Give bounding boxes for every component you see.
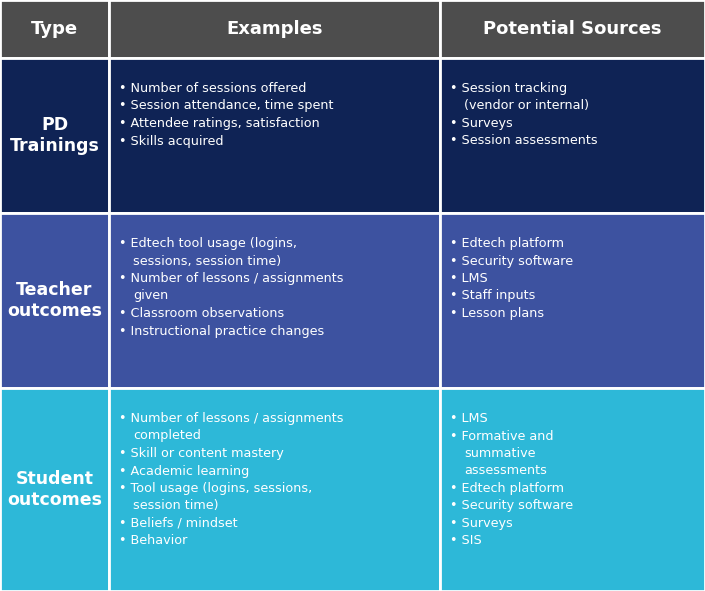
Text: • Classroom observations: • Classroom observations: [119, 307, 284, 320]
Text: • Session attendance, time spent: • Session attendance, time spent: [119, 99, 333, 112]
Text: • Security software: • Security software: [450, 499, 573, 512]
Text: • Instructional practice changes: • Instructional practice changes: [119, 324, 324, 337]
Bar: [0, 213, 109, 388]
Bar: [0, 0, 109, 58]
Bar: [440, 388, 705, 591]
Text: Student
outcomes: Student outcomes: [7, 470, 102, 509]
Text: • Formative and: • Formative and: [450, 430, 553, 443]
Text: completed: completed: [133, 430, 201, 443]
Bar: [0, 58, 109, 213]
Bar: [109, 388, 440, 591]
Text: session time): session time): [133, 499, 219, 512]
Bar: [109, 213, 440, 388]
Text: • Security software: • Security software: [450, 255, 573, 268]
Text: • Attendee ratings, satisfaction: • Attendee ratings, satisfaction: [119, 117, 320, 130]
Text: Potential Sources: Potential Sources: [483, 20, 662, 38]
Text: • Number of lessons / assignments: • Number of lessons / assignments: [119, 272, 343, 285]
Text: • Session assessments: • Session assessments: [450, 135, 598, 148]
Text: (vendor or internal): (vendor or internal): [464, 99, 589, 112]
Text: • Beliefs / mindset: • Beliefs / mindset: [119, 517, 238, 530]
Text: assessments: assessments: [464, 465, 547, 478]
Bar: [109, 58, 440, 213]
Text: • Skills acquired: • Skills acquired: [119, 135, 223, 148]
Text: sessions, session time): sessions, session time): [133, 255, 281, 268]
Text: • SIS: • SIS: [450, 534, 482, 547]
Bar: [109, 0, 440, 58]
Text: • Staff inputs: • Staff inputs: [450, 290, 535, 303]
Bar: [0, 388, 109, 591]
Text: Type: Type: [31, 20, 78, 38]
Text: • Number of lessons / assignments: • Number of lessons / assignments: [119, 412, 343, 425]
Text: • Edtech platform: • Edtech platform: [450, 237, 564, 250]
Text: • LMS: • LMS: [450, 272, 488, 285]
Text: • Lesson plans: • Lesson plans: [450, 307, 544, 320]
Text: given: given: [133, 290, 168, 303]
Text: PD
Trainings: PD Trainings: [10, 116, 99, 155]
Text: • Edtech tool usage (logins,: • Edtech tool usage (logins,: [119, 237, 297, 250]
Text: • Edtech platform: • Edtech platform: [450, 482, 564, 495]
Bar: [440, 213, 705, 388]
Text: Examples: Examples: [226, 20, 323, 38]
Text: • LMS: • LMS: [450, 412, 488, 425]
Text: • Skill or content mastery: • Skill or content mastery: [119, 447, 283, 460]
Bar: [440, 58, 705, 213]
Text: • Session tracking: • Session tracking: [450, 82, 567, 95]
Text: • Academic learning: • Academic learning: [119, 465, 250, 478]
Text: • Tool usage (logins, sessions,: • Tool usage (logins, sessions,: [119, 482, 312, 495]
Text: • Surveys: • Surveys: [450, 117, 513, 130]
Text: summative: summative: [464, 447, 536, 460]
Text: Teacher
outcomes: Teacher outcomes: [7, 281, 102, 320]
Text: • Number of sessions offered: • Number of sessions offered: [119, 82, 307, 95]
Text: • Behavior: • Behavior: [119, 534, 188, 547]
Bar: [440, 0, 705, 58]
Text: • Surveys: • Surveys: [450, 517, 513, 530]
